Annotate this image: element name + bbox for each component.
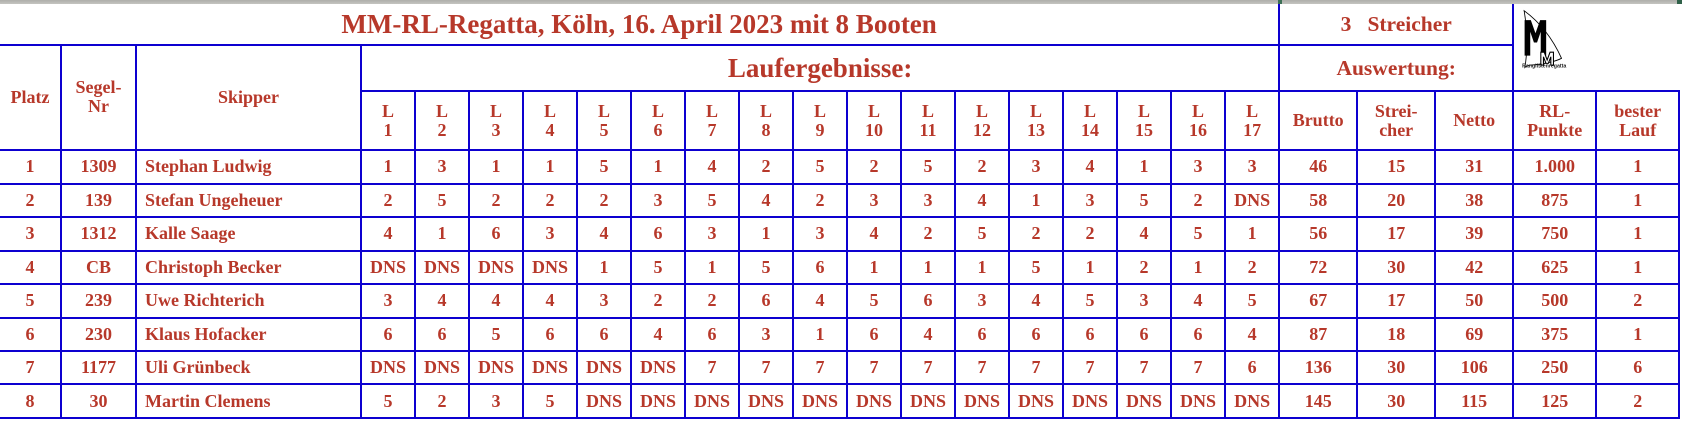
svg-text:Ranglistenregatta: Ranglistenregatta bbox=[1522, 63, 1566, 69]
